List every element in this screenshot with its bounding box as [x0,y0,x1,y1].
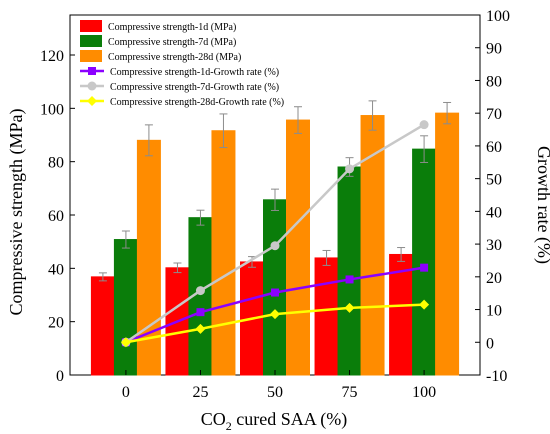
bar-3-4 [435,112,460,376]
line-point-3-2 [270,309,280,320]
line-point-2-2 [270,241,280,251]
y-tick-label-4: 80 [48,155,64,172]
line-point-2-4 [419,120,429,130]
y-tick-label-0: 0 [56,368,64,385]
legend-label-bar-2: Compressive strength-7d (MPa) [108,37,236,48]
bar-1-3 [314,257,339,376]
bar-3-2 [286,119,310,376]
legend-marker-2 [87,81,97,91]
y-tick-label-6: 120 [40,48,64,65]
x-tick-label-3: 75 [342,384,358,401]
line-point-2-3 [345,164,355,174]
y2-tick-label-11: 100 [486,8,510,25]
y2-tick-label-6: 50 [486,172,502,189]
legend-label-line-2: Compressive strength-7d-Growth rate (%) [110,82,279,93]
x-axis-label: CO2 cured SAA (%) [201,409,348,433]
y-tick-label-5: 100 [40,101,64,118]
bar-1-0 [90,276,115,376]
line-point-3-3 [344,302,355,313]
line-point-1-2 [271,288,279,297]
x-tick-label-1: 25 [192,384,208,401]
bar-2-2 [263,199,287,376]
x-tick-label-2: 50 [267,384,283,401]
y2-tick-label-9: 80 [486,73,502,90]
line-point-2-1 [195,286,205,296]
line-point-3-1 [195,323,206,334]
y-axis-label: Compressive strength (MPa) [6,109,27,316]
line-point-3-0 [120,337,131,348]
y-tick-label-2: 40 [48,261,64,278]
y-tick-label-3: 60 [48,208,64,225]
x-tick-label-0: 0 [122,384,130,401]
legend-label-line-3: Compressive strength-28d-Growth rate (%) [110,97,284,108]
y2-tick-label-1: 0 [486,335,494,352]
y2-tick-label-4: 30 [486,237,502,254]
legend-marker-3 [87,96,97,106]
y2-tick-label-7: 60 [486,139,502,156]
y2-tick-label-0: -10 [486,368,507,385]
bar-3-1 [211,130,236,376]
line-point-3-4 [419,299,430,310]
legend-swatch-bar-3 [80,50,102,62]
y2-tick-label-10: 90 [486,41,502,58]
legend-label-bar-1: Compressive strength-1d (MPa) [108,22,236,33]
x-axis-label-subscript: 2 [226,419,232,433]
line-point-1-3 [345,275,354,284]
legend-label-bar-3: Compressive strength-28d (MPa) [108,52,241,63]
legend-swatch-bar-2 [80,35,102,47]
line-point-1-4 [420,263,429,272]
legend-marker-1 [88,67,96,75]
y-tick-label-1: 20 [48,315,64,332]
x-tick-label-4: 100 [412,384,436,401]
bar-2-4 [412,148,437,376]
y2-tick-label-5: 40 [486,204,502,221]
y2-tick-label-8: 70 [486,106,502,123]
x-axis-label-rest: cured SAA (%) [232,409,347,430]
y2-tick-label-2: 10 [486,303,502,320]
x-axis-label-main: CO [201,409,226,429]
legend-swatch-bar-1 [80,20,102,32]
bar-2-0 [113,239,138,376]
line-point-1-1 [196,308,205,317]
y2-axis-label: Growth rate (%) [533,146,550,264]
bar-2-3 [337,166,362,376]
legend-label-line-1: Compressive strength-1d-Growth rate (%) [110,67,279,78]
y2-tick-label-3: 20 [486,270,502,287]
